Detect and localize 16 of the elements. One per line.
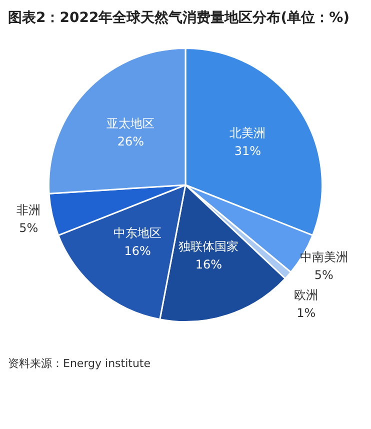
data-label: 1% [296,306,316,320]
slice-label: 北美洲 [230,126,266,140]
data-label: 26% [117,134,144,149]
text: 资料来源：Energy institute [8,356,152,371]
chart-title: 图表2：2022年全球天然气消费量地区分布(单位：%) [8,9,351,28]
slice-label: 亚太地区 [106,116,155,131]
data-label: 16% [195,258,222,272]
slice-label: 欧洲 [294,288,318,302]
slice-label: 独联体国家 [178,240,239,254]
slice-label: 中南美洲 [300,250,348,264]
slice-label: 非洲 [16,203,41,218]
data-label: 5% [314,268,334,282]
data-label: 5% [19,221,38,236]
slice-label: 中东地区 [114,226,162,240]
data-label: 16% [124,244,151,258]
data-label: 31% [234,144,262,158]
